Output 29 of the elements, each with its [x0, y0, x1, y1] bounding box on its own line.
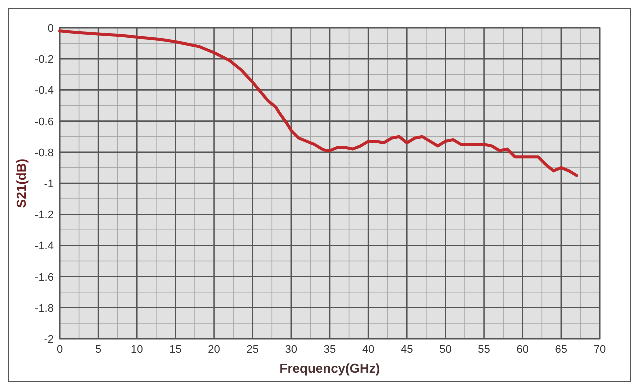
- x-tick-label: 10: [131, 344, 144, 356]
- x-tick-label: 45: [401, 344, 414, 356]
- x-tick-label: 25: [246, 344, 259, 356]
- y-tick-label: -1.4: [35, 240, 54, 253]
- x-tick-label: 15: [170, 344, 182, 356]
- x-tick-label: 55: [478, 344, 490, 356]
- x-tick-label: 65: [555, 344, 568, 356]
- x-tick-label: 30: [285, 344, 298, 356]
- x-tick-label: 50: [440, 344, 452, 356]
- x-tick-label: 60: [516, 344, 529, 356]
- x-tick-label: 40: [362, 344, 375, 356]
- y-tick-label: -1.2: [35, 210, 54, 222]
- y-axis-title: S21(dB): [14, 158, 29, 208]
- x-tick-label: 35: [324, 344, 336, 356]
- line-series: [58, 30, 578, 178]
- y-tick-label: -1.6: [35, 272, 54, 284]
- x-axis-title: Frequency(GHz): [280, 361, 380, 376]
- y-tick-label: -2: [44, 334, 54, 346]
- y-tick-label: -0.2: [35, 54, 54, 66]
- y-tick-label: -1: [44, 178, 54, 190]
- y-tick-label: -1.8: [35, 302, 54, 315]
- y-tick-label: 0: [48, 23, 54, 35]
- y-tick-label: -0.6: [35, 116, 54, 128]
- y-tick-label: -0.4: [35, 85, 54, 98]
- x-tick-label: 5: [96, 344, 102, 356]
- x-tick-label: 20: [208, 344, 220, 356]
- x-tick-label: 0: [56, 344, 64, 356]
- x-tick-label: 70: [594, 344, 606, 356]
- y-tick-label: -0.8: [35, 147, 54, 160]
